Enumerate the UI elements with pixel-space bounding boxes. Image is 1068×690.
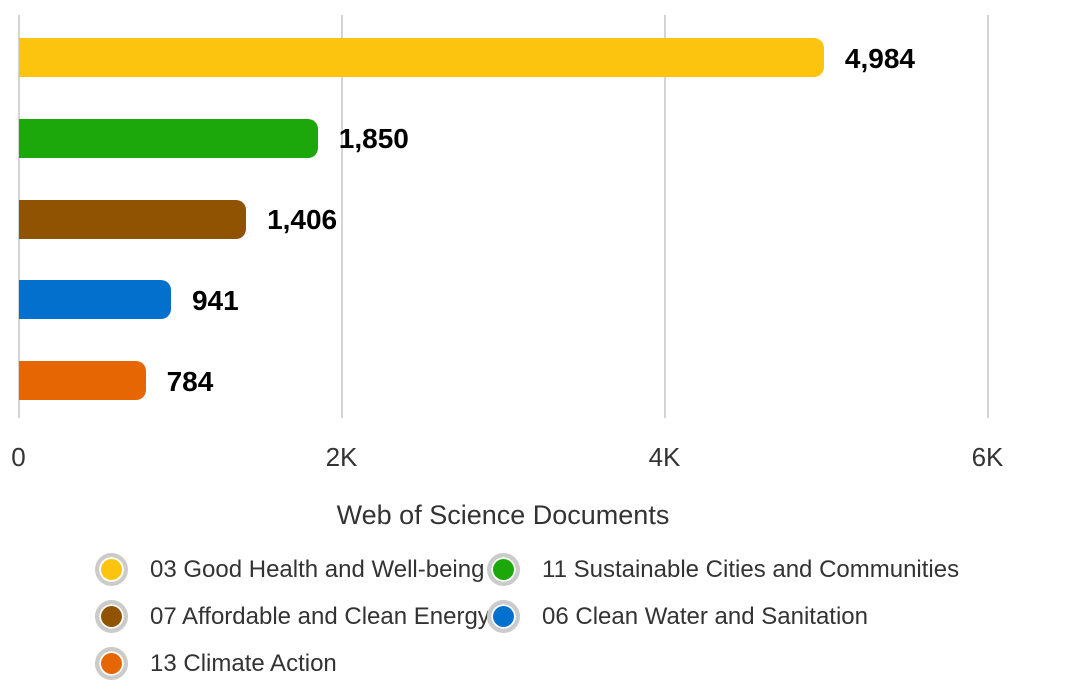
gridline	[663, 15, 666, 418]
legend-item-label: 03 Good Health and Well-being	[150, 555, 485, 583]
bar-value-label: 1,850	[338, 123, 409, 155]
legend-row: 03 Good Health and Well-being 11 Sustain…	[95, 546, 959, 593]
legend-item-label: 06 Clean Water and Sanitation	[542, 602, 868, 630]
bar-value-label: 1,406	[267, 204, 338, 236]
legend-marker-icon	[95, 647, 128, 680]
bar-07[interactable]	[19, 199, 247, 239]
legend-item-13-climate-action[interactable]: 13 Climate Action	[95, 640, 487, 687]
legend-item-07-affordable-energy[interactable]: 07 Affordable and Clean Energy	[95, 593, 490, 640]
legend-item-03-good-health[interactable]: 03 Good Health and Well-being	[95, 546, 487, 593]
bar-value-label: 4,984	[844, 42, 915, 74]
x-tick-label: 2K	[325, 442, 358, 472]
bar-value-label: 784	[166, 365, 214, 397]
x-tick-label: 0	[11, 442, 26, 472]
legend-marker-icon	[487, 553, 520, 586]
legend-marker-icon	[95, 600, 128, 633]
x-tick-label: 4K	[648, 442, 681, 472]
legend: 03 Good Health and Well-being 11 Sustain…	[95, 546, 959, 687]
legend-row: 13 Climate Action	[95, 640, 959, 687]
legend-item-label: 13 Climate Action	[150, 649, 337, 677]
bar-03[interactable]	[19, 38, 824, 77]
x-axis-title: Web of Science Documents	[336, 500, 670, 530]
bar-13[interactable]	[19, 361, 146, 401]
legend-row: 07 Affordable and Clean Energy 06 Clean …	[95, 593, 959, 640]
bar-value-label: 941	[191, 284, 239, 316]
bar-11[interactable]	[19, 118, 318, 158]
legend-item-06-clean-water[interactable]: 06 Clean Water and Sanitation	[487, 593, 959, 640]
legend-marker-icon	[487, 600, 520, 633]
x-tick-label: 6K	[971, 442, 1004, 472]
gridline	[17, 15, 20, 418]
legend-item-label: 11 Sustainable Cities and Communities	[542, 555, 960, 583]
gridline	[986, 15, 989, 418]
legend-item-label: 07 Affordable and Clean Energy	[150, 602, 490, 630]
gridline	[340, 15, 343, 418]
bar-06[interactable]	[19, 280, 171, 320]
legend-item-11-sustainable-cities[interactable]: 11 Sustainable Cities and Communities	[487, 546, 959, 593]
legend-marker-icon	[95, 553, 128, 586]
plot-area: 4,984 1,850 1,406 941 784	[17, 15, 989, 418]
